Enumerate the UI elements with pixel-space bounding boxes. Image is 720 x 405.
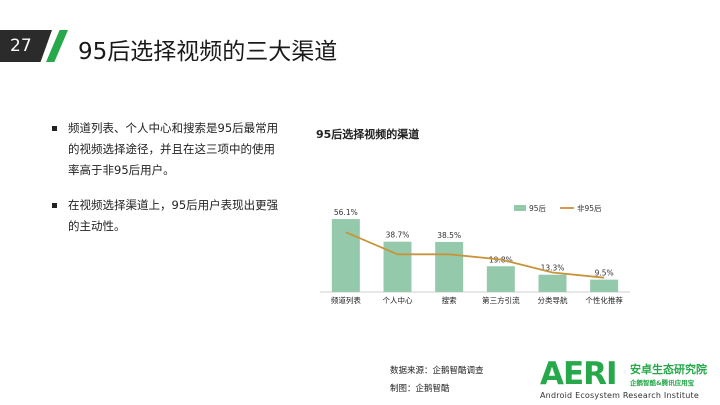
bullet-item: 在视频选择渠道上，95后用户表现出更强的主动性。 bbox=[50, 195, 280, 237]
legend-label: 95后 bbox=[529, 203, 547, 213]
x-tick-label: 第三方引流 bbox=[482, 295, 520, 305]
x-tick-label: 频道列表 bbox=[331, 295, 361, 305]
bar bbox=[331, 219, 360, 292]
logo-chinese-name: 安卓生态研究院 bbox=[630, 363, 707, 376]
bullet-text: 频道列表、个人中心和搜索是95后最常用的视频选择途径，并且在这三项中的使用率高于… bbox=[68, 121, 279, 177]
x-tick-label: 个性化推荐 bbox=[585, 295, 623, 305]
data-label: 56.1% bbox=[334, 208, 358, 217]
bullet-list: 频道列表、个人中心和搜索是95后最常用的视频选择途径，并且在这三项中的使用率高于… bbox=[50, 118, 280, 251]
logo-english-name: Android Ecosystem Research Institute bbox=[540, 391, 699, 400]
source-line: 数据来源：企鹅智酷调查 bbox=[390, 366, 484, 376]
logo-mark: AERI bbox=[540, 356, 618, 392]
bullet-text: 在视频选择渠道上，95后用户表现出更强的主动性。 bbox=[68, 198, 279, 233]
chart-title: 95后选择视频的渠道 bbox=[316, 128, 420, 141]
bar bbox=[538, 274, 567, 292]
bar bbox=[590, 279, 619, 292]
x-tick-label: 分类导航 bbox=[538, 295, 568, 305]
data-label: 13.3% bbox=[541, 264, 565, 273]
source-note: 数据来源：企鹅智酷调查 制图：企鹅智酷 bbox=[390, 362, 484, 398]
data-label: 9.5% bbox=[595, 269, 614, 278]
slide-number-box: 27 bbox=[0, 30, 52, 62]
data-label: 38.7% bbox=[386, 231, 410, 240]
logo-subtitle: 企鹅智酷&腾讯应用宝 bbox=[630, 379, 695, 387]
bullet-square-icon bbox=[52, 203, 57, 208]
x-tick-label: 搜索 bbox=[442, 295, 457, 305]
legend-swatch-bar bbox=[514, 205, 526, 211]
bar-line-chart: 56.1%频道列表38.7%个人中心38.5%搜索19.8%第三方引流13.3%… bbox=[320, 203, 630, 305]
credit-line: 制图：企鹅智酷 bbox=[390, 384, 450, 394]
page-title: 95后选择视频的三大渠道 bbox=[78, 39, 338, 65]
bullet-square-icon bbox=[52, 126, 57, 131]
bullet-item: 频道列表、个人中心和搜索是95后最常用的视频选择途径，并且在这三项中的使用率高于… bbox=[50, 118, 280, 181]
x-tick-label: 个人中心 bbox=[383, 295, 413, 305]
bar bbox=[435, 241, 464, 292]
series-line bbox=[345, 231, 605, 279]
aeri-logo: AERI 安卓生态研究院 企鹅智酷&腾讯应用宝 Android Ecosyste… bbox=[540, 358, 718, 402]
bar bbox=[486, 266, 515, 292]
slide-number: 27 bbox=[10, 36, 32, 56]
legend-label: 非95后 bbox=[577, 203, 602, 213]
data-label: 38.5% bbox=[437, 231, 461, 240]
